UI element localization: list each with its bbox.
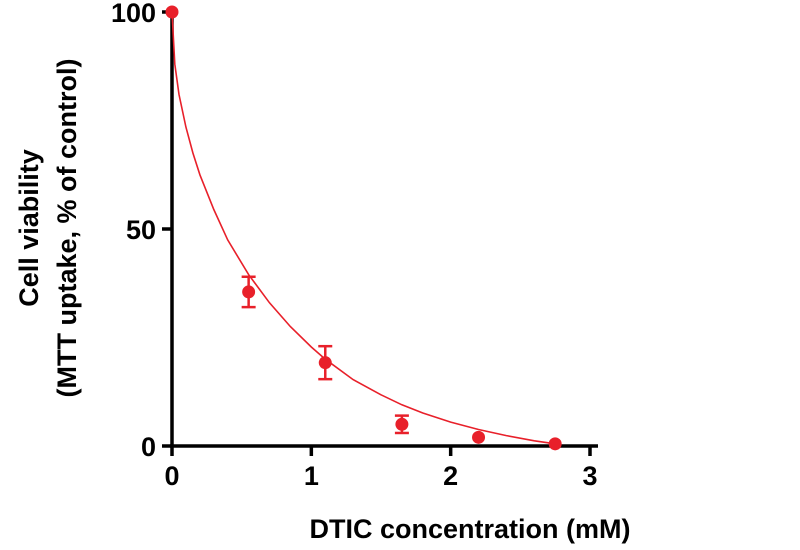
y-ticks: 0 50 100 [111, 0, 172, 462]
points-layer [165, 5, 562, 451]
data-point [318, 356, 332, 370]
data-point [548, 437, 562, 451]
x-ticks: 0 1 2 3 [164, 446, 598, 491]
x-tick-label: 1 [304, 461, 319, 491]
data-point [395, 417, 409, 431]
x-tick-label: 0 [164, 461, 179, 491]
data-point [242, 285, 256, 299]
x-tick-label: 3 [582, 461, 597, 491]
y-axis-label-line2: (MTT uptake, % of control) [52, 59, 82, 398]
y-axis-label-line1: Cell viability [14, 149, 44, 307]
data-point [165, 5, 179, 19]
y-tick-label: 50 [126, 215, 156, 245]
x-axis-label: DTIC concentration (mM) [310, 514, 631, 544]
fit-layer [171, 11, 556, 445]
y-axis-label: Cell viability (MTT uptake, % of control… [14, 59, 82, 398]
y-tick-label: 100 [111, 0, 156, 28]
fit-curve [171, 11, 556, 445]
y-tick-label: 0 [141, 432, 156, 462]
data-point [472, 430, 486, 444]
axes [170, 10, 598, 448]
x-tick-label: 2 [443, 461, 458, 491]
